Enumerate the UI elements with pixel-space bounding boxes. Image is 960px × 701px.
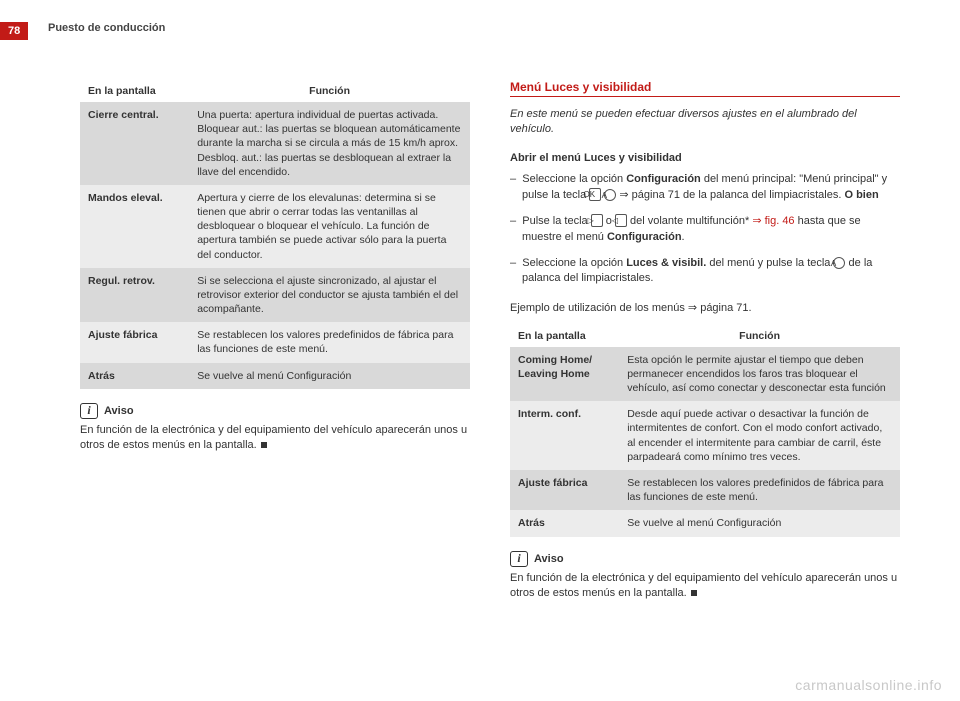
right-column: Menú Luces y visibilidad En este menú se… <box>510 80 900 601</box>
a-key-icon: A <box>833 257 845 269</box>
table-row: Atrás Se vuelve al menú Configuración <box>80 363 470 389</box>
t: O bien <box>844 189 878 201</box>
row-desc: Desde aquí puede activar o desactivar la… <box>619 401 900 470</box>
bullet-list: – Seleccione la opción Configuración del… <box>510 172 900 288</box>
table-head-row: En la pantalla Función <box>80 80 470 102</box>
t: Seleccione la opción <box>522 257 626 269</box>
note-label: Aviso <box>104 405 134 417</box>
th-left: En la pantalla <box>80 80 189 102</box>
t: del volante multifunción* <box>627 215 752 227</box>
t: ⇒ página 71 de la palanca del limpiacris… <box>616 189 844 201</box>
note-body: En función de la electrónica y del equip… <box>80 423 470 454</box>
row-desc: Se restablecen los valores predefinidos … <box>189 322 470 362</box>
t: del menú y pulse la tecla <box>706 257 833 269</box>
columns: En la pantalla Función Cierre central. U… <box>0 30 900 601</box>
note-text: En función de la electrónica y del equip… <box>510 572 897 599</box>
table-row: Regul. retrov. Si se selecciona el ajust… <box>80 268 470 323</box>
ok-key-icon: OK <box>589 188 601 201</box>
row-desc: Si se selecciona el ajuste sincronizado,… <box>189 268 470 323</box>
left-table: En la pantalla Función Cierre central. U… <box>80 80 470 389</box>
t: Configuración <box>607 231 682 243</box>
th-right: Función <box>619 325 900 347</box>
fig-ref: ⇒ fig. 46 <box>752 215 794 227</box>
table-head-row: En la pantalla Función <box>510 325 900 347</box>
row-desc: Apertura y cierre de los elevalunas: det… <box>189 185 470 268</box>
table-row: Cierre central. Una puerta: apertura ind… <box>80 102 470 185</box>
row-desc: Se vuelve al menú Configuración <box>189 363 470 389</box>
left-column: En la pantalla Función Cierre central. U… <box>80 80 470 601</box>
procedure-heading: Abrir el menú Luces y visibilidad <box>510 152 900 164</box>
info-icon: i <box>80 403 98 419</box>
end-marker-icon <box>691 590 697 596</box>
table-row: Ajuste fábrica Se restablecen los valore… <box>80 322 470 362</box>
page: 78 Puesto de conducción En la pantalla F… <box>0 0 960 701</box>
right-table: En la pantalla Función Coming Home/ Leav… <box>510 325 900 537</box>
row-label: Ajuste fábrica <box>80 322 189 362</box>
row-label: Atrás <box>510 510 619 536</box>
t: Luces & visibil. <box>626 257 706 269</box>
bullet-item: – Seleccione la opción Luces & visibil. … <box>510 256 900 288</box>
row-label: Regul. retrov. <box>80 268 189 323</box>
row-label: Ajuste fábrica <box>510 470 619 510</box>
row-desc: Una puerta: apertura individual de puert… <box>189 102 470 185</box>
note-heading: i Aviso <box>510 551 900 567</box>
row-label: Mandos eleval. <box>80 185 189 268</box>
example-text: Ejemplo de utilización de los menús ⇒ pá… <box>510 301 900 316</box>
table-row: Interm. conf. Desde aquí puede activar o… <box>510 401 900 470</box>
th-left: En la pantalla <box>510 325 619 347</box>
row-desc: Se vuelve al menú Configuración <box>619 510 900 536</box>
note-body: En función de la electrónica y del equip… <box>510 571 900 602</box>
right-key-icon: ▷ <box>591 214 603 227</box>
t: Seleccione la opción <box>522 173 626 185</box>
a-key-icon: A <box>604 189 616 201</box>
info-icon: i <box>510 551 528 567</box>
watermark: carmanualsonline.info <box>795 677 942 693</box>
row-label: Coming Home/ Leaving Home <box>510 347 619 402</box>
t: Pulse la tecla <box>522 215 590 227</box>
row-desc: Esta opción le permite ajustar el tiempo… <box>619 347 900 402</box>
table-row: Coming Home/ Leaving Home Esta opción le… <box>510 347 900 402</box>
table-row: Mandos eleval. Apertura y cierre de los … <box>80 185 470 268</box>
th-right: Función <box>189 80 470 102</box>
t: . <box>682 231 685 243</box>
row-desc: Se restablecen los valores predefinidos … <box>619 470 900 510</box>
note-text: En función de la electrónica y del equip… <box>80 424 467 451</box>
intro-text: En este menú se pueden efectuar diversos… <box>510 107 900 138</box>
bullet-item: – Seleccione la opción Configuración del… <box>510 172 900 204</box>
note-label: Aviso <box>534 553 564 565</box>
page-number-tab: 78 <box>0 22 28 40</box>
table-row: Ajuste fábrica Se restablecen los valore… <box>510 470 900 510</box>
row-label: Cierre central. <box>80 102 189 185</box>
t: Configuración <box>626 173 701 185</box>
row-label: Interm. conf. <box>510 401 619 470</box>
section-title: Puesto de conducción <box>48 22 165 34</box>
subsection-heading: Menú Luces y visibilidad <box>510 80 900 97</box>
table-row: Atrás Se vuelve al menú Configuración <box>510 510 900 536</box>
end-marker-icon <box>261 442 267 448</box>
note-heading: i Aviso <box>80 403 470 419</box>
bullet-item: – Pulse la tecla ▷ o ◁ del volante multi… <box>510 214 900 246</box>
left-key-icon: ◁ <box>615 214 627 227</box>
row-label: Atrás <box>80 363 189 389</box>
